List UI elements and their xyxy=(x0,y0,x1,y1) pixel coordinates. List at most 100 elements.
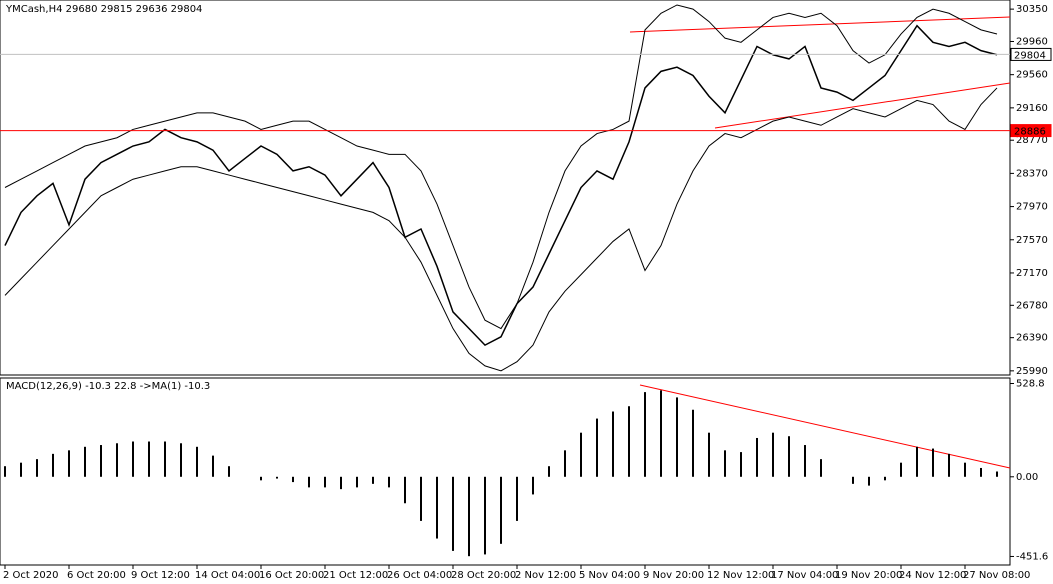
y-tick-label: 29160 xyxy=(1016,103,1048,114)
histogram-bar xyxy=(404,476,406,504)
y-tick-label: -451.6 xyxy=(1016,551,1048,562)
x-tick-label: 6 Oct 20:00 xyxy=(67,570,126,581)
histogram-bar xyxy=(692,409,694,477)
y-tick-label: 26390 xyxy=(1016,333,1048,344)
y-tick-label: 26780 xyxy=(1016,300,1048,311)
histogram-bar xyxy=(4,466,6,477)
histogram-bar xyxy=(884,476,886,481)
histogram-bar xyxy=(388,476,390,488)
price-line xyxy=(4,4,998,330)
histogram-bar xyxy=(788,436,790,477)
histogram-bar xyxy=(164,441,166,477)
x-tick-label: 27 Nov 08:00 xyxy=(963,570,1030,581)
histogram-bar xyxy=(436,476,438,539)
trend-line xyxy=(629,16,1011,33)
histogram-bar xyxy=(148,441,150,477)
histogram-bar xyxy=(996,471,998,477)
histogram-bar xyxy=(612,411,614,477)
histogram-bar xyxy=(100,445,102,477)
x-tick-label: 26 Oct 04:00 xyxy=(387,570,452,581)
histogram-bar xyxy=(36,459,38,477)
x-tick-label: 9 Nov 20:00 xyxy=(643,570,704,581)
y-tick-label: 25990 xyxy=(1016,366,1048,377)
histogram-bar xyxy=(564,450,566,477)
histogram-bar xyxy=(340,476,342,490)
histogram-bar xyxy=(932,448,934,477)
histogram-bar xyxy=(420,476,422,521)
chart-title: YMCash,H4 29680 29815 29636 29804 xyxy=(5,4,202,15)
histogram-bar xyxy=(756,437,758,477)
histogram-bar xyxy=(644,392,646,477)
x-tick-label: 5 Nov 04:00 xyxy=(579,570,640,581)
histogram-bar xyxy=(372,476,374,484)
x-tick-label: 24 Nov 12:00 xyxy=(899,570,966,581)
macd-panel xyxy=(0,377,1011,566)
histogram-bar xyxy=(356,476,358,488)
y-tick-label: 29560 xyxy=(1016,70,1048,81)
y-tick-label: 27570 xyxy=(1016,235,1048,246)
histogram-bar xyxy=(900,462,902,477)
histogram-bar xyxy=(628,406,630,477)
histogram-bar xyxy=(532,476,534,495)
x-tick-label: 2 Nov 12:00 xyxy=(515,570,576,581)
histogram-bar xyxy=(660,390,662,477)
histogram-bar xyxy=(276,476,278,479)
price-label: 28886 xyxy=(1014,127,1046,138)
price-label-box xyxy=(1010,47,1052,61)
histogram-bar xyxy=(500,476,502,544)
y-tick-label: 30350 xyxy=(1016,4,1048,15)
x-tick-label: 16 Oct 20:00 xyxy=(259,570,324,581)
histogram-bar xyxy=(52,453,54,477)
chart-title: MACD(12,26,9) -10.3 22.8 ->MA(1) -10.3 xyxy=(6,381,210,392)
histogram-bar xyxy=(916,446,918,477)
histogram-bar xyxy=(580,432,582,477)
x-tick-label: 21 Oct 12:00 xyxy=(323,570,388,581)
x-tick-label: 9 Oct 12:00 xyxy=(131,570,190,581)
price-label: 29804 xyxy=(1014,50,1046,61)
histogram-bar xyxy=(292,476,294,483)
histogram-bar xyxy=(804,445,806,477)
histogram-bar xyxy=(724,450,726,477)
histogram-bar xyxy=(596,418,598,477)
histogram-bar xyxy=(228,466,230,477)
y-tick-label: 27970 xyxy=(1016,202,1048,213)
histogram-bar xyxy=(708,432,710,477)
y-tick-label: 28770 xyxy=(1016,135,1048,146)
y-tick-label: 29960 xyxy=(1016,36,1048,47)
histogram-bar xyxy=(212,455,214,477)
x-tick-label: 12 Nov 12:00 xyxy=(707,570,774,581)
histogram-bar xyxy=(548,466,550,477)
y-tick-label: 0.00 xyxy=(1016,472,1038,483)
trend-line xyxy=(714,82,1011,129)
histogram-bar xyxy=(324,476,326,488)
price-line xyxy=(4,87,998,372)
histogram-bar xyxy=(484,476,486,555)
histogram-bar xyxy=(772,432,774,477)
histogram-bar xyxy=(868,476,870,486)
x-tick-label: 2 Oct 2020 xyxy=(3,570,58,581)
histogram-bar xyxy=(948,453,950,477)
histogram-bar xyxy=(20,462,22,477)
histogram-bar xyxy=(468,476,470,557)
histogram-bar xyxy=(132,441,134,477)
histogram-bar xyxy=(516,476,518,521)
price-panel xyxy=(0,0,1011,376)
histogram-bar xyxy=(260,476,262,481)
histogram-bar xyxy=(180,443,182,477)
x-tick-label: 19 Nov 20:00 xyxy=(835,570,902,581)
price-label-box xyxy=(1010,124,1052,138)
histogram-bar xyxy=(820,459,822,477)
histogram-bar xyxy=(84,446,86,477)
histogram-bar xyxy=(852,476,854,484)
y-tick-label: 28370 xyxy=(1016,168,1048,179)
histogram-bar xyxy=(964,462,966,477)
x-tick-label: 28 Oct 20:00 xyxy=(451,570,516,581)
x-tick-label: 14 Oct 04:00 xyxy=(195,570,260,581)
histogram-bar xyxy=(196,446,198,477)
histogram-bar xyxy=(116,443,118,477)
histogram-bar xyxy=(980,467,982,477)
histogram-bar xyxy=(308,476,310,488)
x-tick-label: 17 Nov 04:00 xyxy=(771,570,838,581)
histogram-bar xyxy=(740,452,742,477)
